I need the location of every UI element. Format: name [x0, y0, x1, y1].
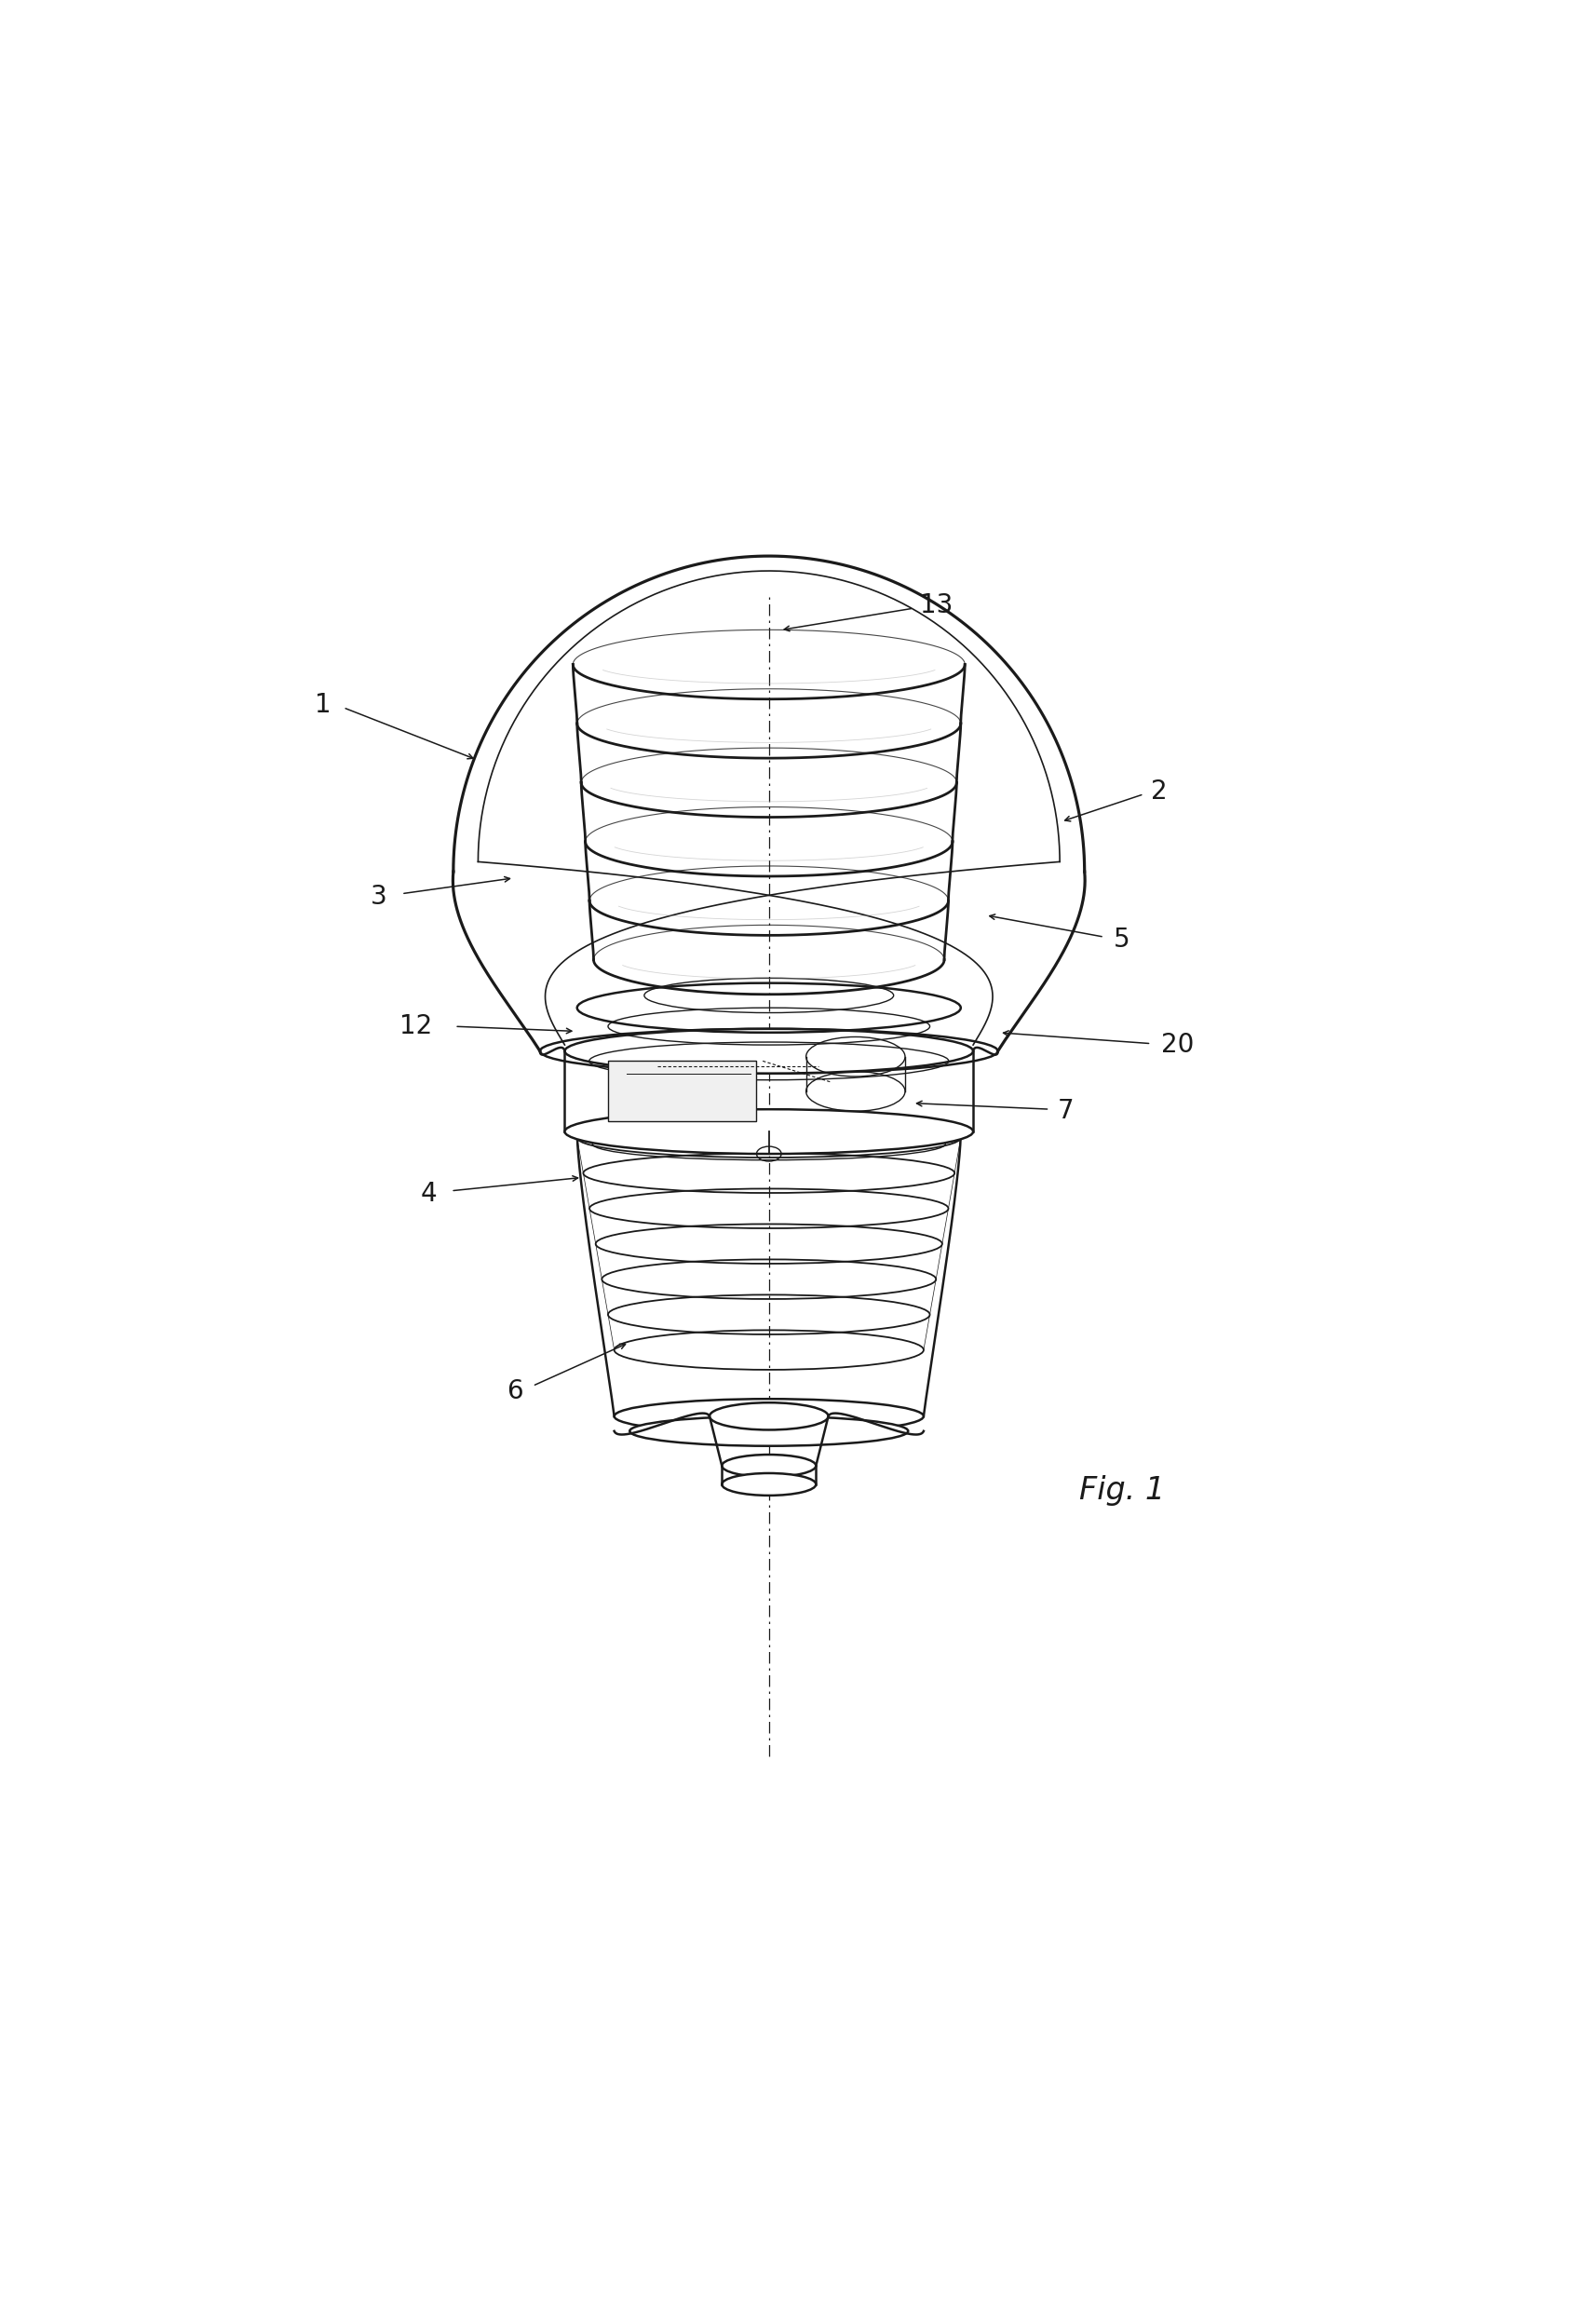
Text: 2: 2 — [1149, 778, 1167, 803]
Text: 13: 13 — [919, 592, 951, 619]
Ellipse shape — [565, 1029, 972, 1073]
Ellipse shape — [565, 1110, 972, 1153]
Ellipse shape — [614, 1400, 922, 1434]
Text: Fig. 1: Fig. 1 — [1079, 1476, 1163, 1506]
Ellipse shape — [576, 1112, 961, 1151]
Text: 7: 7 — [1057, 1098, 1074, 1123]
Ellipse shape — [629, 1416, 908, 1446]
Text: 6: 6 — [506, 1379, 523, 1404]
Text: 12: 12 — [399, 1013, 433, 1041]
Ellipse shape — [721, 1473, 816, 1496]
Text: 4: 4 — [420, 1181, 437, 1206]
Text: 5: 5 — [1112, 928, 1130, 953]
Ellipse shape — [709, 1402, 828, 1430]
Text: 3: 3 — [370, 884, 388, 909]
Bar — [608, 1061, 757, 1121]
Text: 20: 20 — [1160, 1031, 1194, 1059]
Ellipse shape — [721, 1455, 816, 1478]
Text: 1: 1 — [314, 691, 332, 718]
